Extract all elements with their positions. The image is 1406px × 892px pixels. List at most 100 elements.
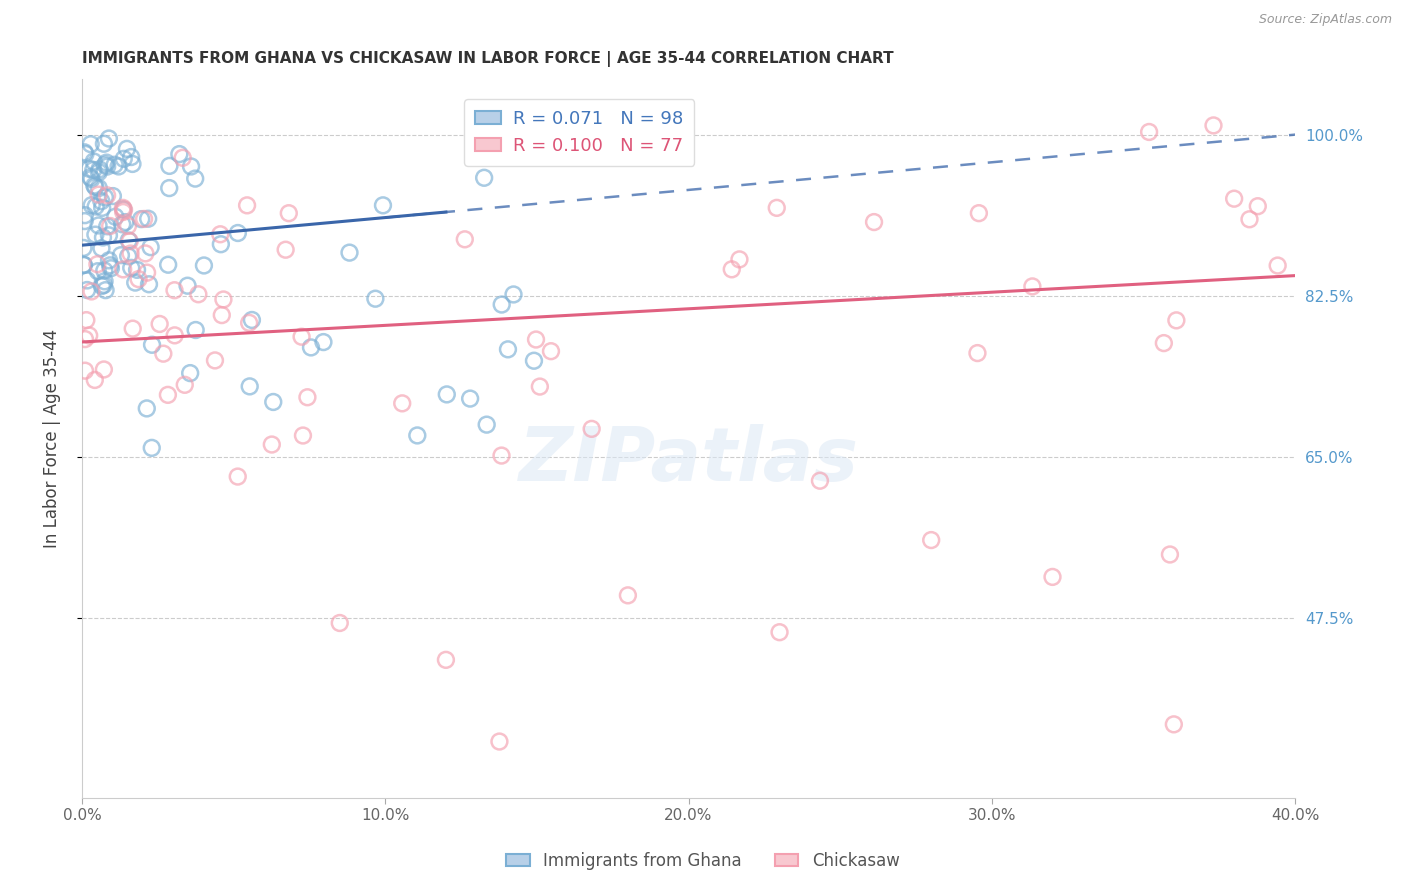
Point (120, 150, 142, 164)
Point (262, 395, 284, 409)
Point (967, 206, 990, 220)
Point (472, 170, 495, 185)
Point (118, 234, 141, 248)
Point (120, 260, 142, 275)
Point (581, 422, 603, 436)
Point (77, 161, 100, 176)
Point (125, 263, 148, 277)
Point (179, 366, 201, 380)
Point (98, 219, 121, 233)
Point (149, 317, 172, 331)
Point (117, 249, 139, 263)
Point (1163, 717, 1185, 731)
Point (728, 252, 751, 267)
Point (82, 162, 104, 177)
Point (93, 277, 115, 292)
Point (138, 277, 160, 292)
Point (114, 215, 136, 229)
Point (112, 205, 135, 219)
Point (496, 343, 519, 357)
Point (173, 377, 195, 392)
Point (1247, 199, 1270, 213)
Point (91, 230, 114, 244)
Point (96, 155, 118, 169)
Point (94, 283, 117, 297)
Point (87, 181, 110, 195)
Point (211, 308, 233, 322)
Point (136, 266, 159, 280)
Point (121, 321, 143, 335)
Point (80, 285, 103, 299)
Point (112, 262, 135, 277)
Point (329, 615, 352, 630)
Point (1153, 336, 1175, 351)
Point (180, 160, 202, 174)
Point (117, 219, 139, 233)
Point (454, 232, 477, 246)
Point (808, 474, 831, 488)
Point (96, 188, 118, 202)
Point (83, 373, 105, 387)
Point (475, 417, 498, 432)
Point (112, 202, 135, 217)
Text: ZIPatlas: ZIPatlas (519, 424, 859, 497)
Point (75, 313, 97, 327)
Point (118, 234, 141, 248)
Point (176, 278, 198, 293)
Point (209, 237, 232, 252)
Point (1166, 313, 1188, 327)
Point (136, 211, 159, 226)
Point (98, 253, 121, 268)
Point (86, 257, 108, 271)
Point (436, 387, 458, 401)
Legend: R = 0.071   N = 98, R = 0.100   N = 77: R = 0.071 N = 98, R = 0.100 N = 77 (464, 99, 695, 166)
Point (87, 165, 110, 179)
Point (73, 332, 96, 346)
Point (274, 243, 297, 257)
Point (152, 347, 174, 361)
Point (87, 219, 110, 233)
Point (204, 353, 226, 368)
Point (299, 340, 322, 354)
Point (93, 136, 115, 151)
Point (135, 401, 157, 416)
Point (523, 353, 546, 368)
Point (76, 283, 98, 297)
Point (540, 344, 562, 359)
Point (73, 258, 96, 272)
Point (529, 379, 551, 393)
Point (260, 437, 283, 451)
Point (1202, 119, 1225, 133)
Point (184, 323, 207, 337)
Point (226, 469, 249, 483)
Point (79, 170, 101, 185)
Point (502, 287, 524, 301)
Point (163, 283, 186, 297)
Point (111, 201, 134, 215)
Point (91, 201, 114, 215)
Point (93, 362, 115, 376)
Point (364, 292, 387, 306)
Point (290, 329, 312, 343)
Point (121, 157, 143, 171)
Legend: Immigrants from Ghana, Chickasaw: Immigrants from Ghana, Chickasaw (499, 846, 907, 877)
Point (97, 228, 120, 243)
Point (139, 240, 162, 254)
Point (1137, 125, 1160, 139)
Point (238, 316, 260, 330)
Point (100, 261, 122, 276)
Point (84, 199, 107, 213)
Point (84, 180, 107, 194)
Point (73, 208, 96, 222)
Point (169, 147, 191, 161)
Point (209, 227, 232, 242)
Point (491, 297, 513, 311)
Point (226, 226, 249, 240)
Point (236, 198, 259, 212)
Point (110, 248, 132, 262)
Point (104, 158, 127, 172)
Point (156, 388, 179, 402)
Point (1239, 212, 1261, 227)
Point (112, 202, 135, 217)
Point (458, 392, 481, 406)
